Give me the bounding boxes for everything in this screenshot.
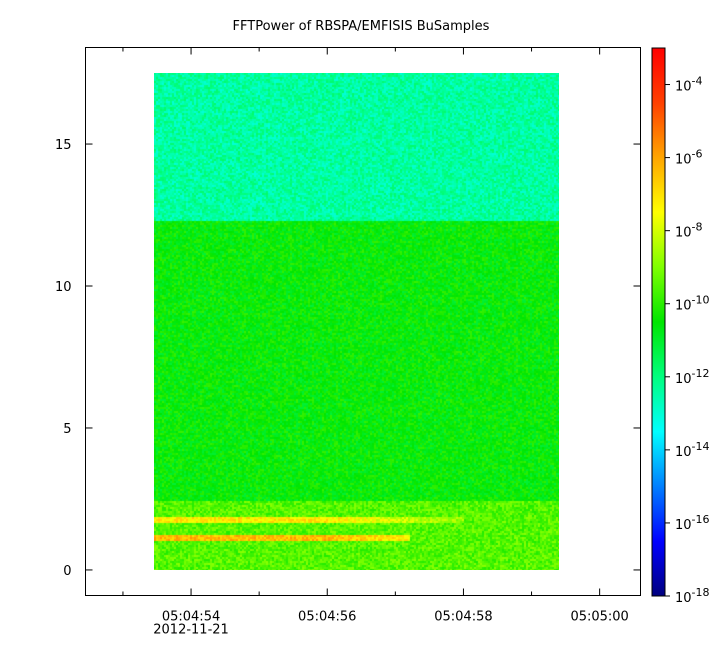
colorbar-tick-label: 10-14 bbox=[675, 440, 710, 460]
y-tick-label: 5 bbox=[63, 422, 71, 437]
colorbar-tick-label: 10-16 bbox=[675, 513, 710, 533]
x-tick-label: 05:04:58 bbox=[434, 610, 492, 625]
x-tick-date-label: 2012-11-21 bbox=[153, 623, 229, 638]
y-axis: 0 5 10 15 bbox=[55, 138, 641, 579]
y-tick-label: 10 bbox=[55, 280, 72, 295]
y-tick-label: 15 bbox=[55, 138, 72, 153]
colorbar-tick-label: 10-4 bbox=[675, 75, 703, 95]
colorbar bbox=[651, 47, 666, 597]
chart-title: FFTPower of RBSPA/EMFISIS BuSamples bbox=[233, 19, 490, 34]
y-tick-label: 0 bbox=[63, 564, 71, 579]
spectrogram-raster bbox=[153, 73, 559, 570]
x-tick-label: 05:04:54 bbox=[162, 610, 220, 625]
colorbar-axis: 10-4 10-6 10-8 10-10 10-12 10-14 10-16 10-18 bbox=[665, 75, 710, 606]
colorbar-tick-label: 10-10 bbox=[675, 294, 710, 314]
colorbar-tick-label: 10-8 bbox=[675, 221, 703, 241]
spectrogram-image bbox=[153, 73, 559, 570]
colorbar-tick-label: 10-6 bbox=[675, 148, 703, 168]
x-tick-label: 05:05:00 bbox=[570, 610, 628, 625]
colorbar-tick-label: 10-12 bbox=[675, 367, 710, 387]
colorbar-tick-label: 10-18 bbox=[675, 586, 710, 606]
x-tick-label: 05:04:56 bbox=[298, 610, 356, 625]
